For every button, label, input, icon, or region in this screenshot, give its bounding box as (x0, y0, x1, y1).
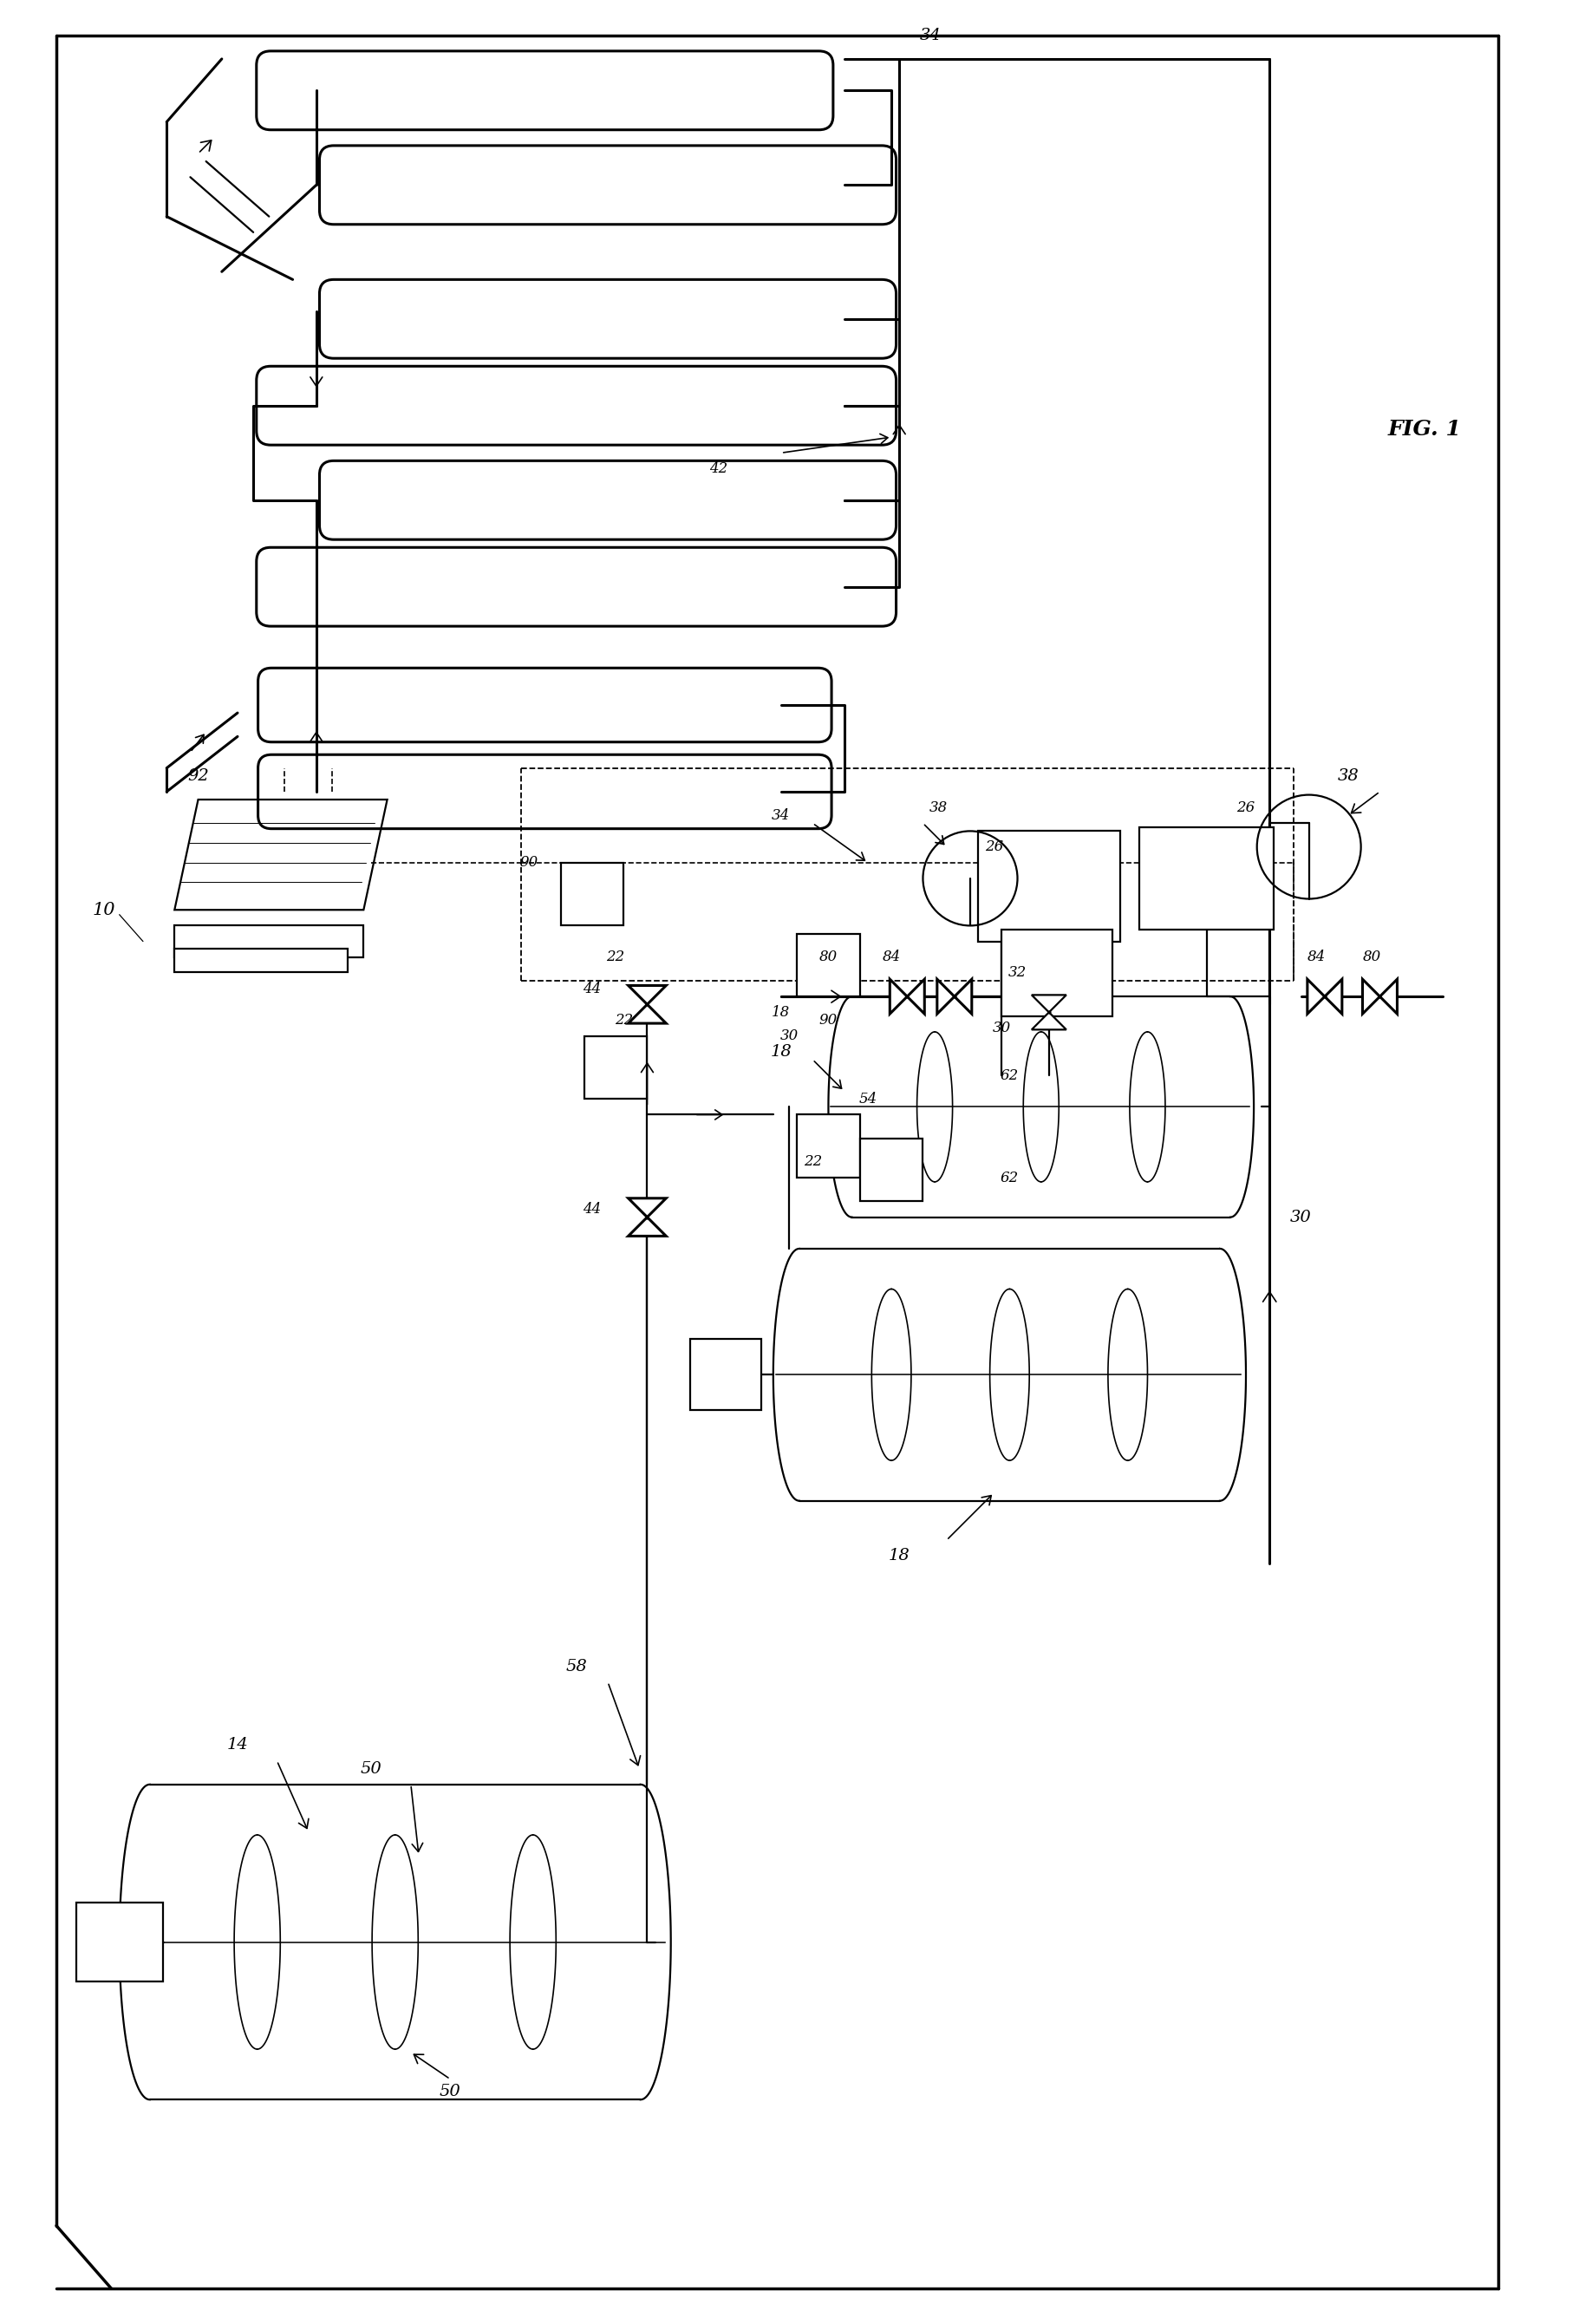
Bar (860, 1139, 923, 1202)
Text: 80: 80 (819, 951, 838, 964)
Text: 90: 90 (819, 1013, 838, 1027)
Text: 14: 14 (227, 1738, 248, 1752)
Text: 50: 50 (361, 1762, 382, 1776)
Bar (797, 1116, 860, 1178)
Text: 30: 30 (993, 1020, 1011, 1037)
Polygon shape (907, 978, 925, 1013)
Polygon shape (1379, 978, 1397, 1013)
Polygon shape (955, 978, 972, 1013)
Text: 62: 62 (1000, 1069, 1019, 1083)
Text: 80: 80 (1363, 951, 1381, 964)
Polygon shape (628, 1199, 666, 1218)
Text: 22: 22 (606, 951, 625, 964)
Text: 44: 44 (582, 981, 601, 997)
Polygon shape (1362, 978, 1379, 1013)
Polygon shape (1307, 978, 1324, 1013)
Text: 22: 22 (803, 1155, 822, 1169)
Text: 18: 18 (772, 1004, 791, 1020)
Bar (175, 925, 363, 957)
Text: 26: 26 (985, 839, 1004, 855)
Text: 32: 32 (1008, 964, 1027, 981)
Polygon shape (1032, 1013, 1067, 1030)
Polygon shape (1324, 978, 1341, 1013)
Text: 84: 84 (1308, 951, 1326, 964)
Text: 30: 30 (1291, 1208, 1311, 1225)
Text: 38: 38 (1338, 769, 1359, 783)
Bar (76, 1903, 163, 1982)
Text: 54: 54 (858, 1092, 877, 1106)
Bar (797, 934, 860, 997)
Polygon shape (937, 978, 955, 1013)
Text: 84: 84 (882, 951, 901, 964)
Bar (1002, 930, 1112, 1016)
Polygon shape (628, 1004, 666, 1023)
Bar (584, 1037, 647, 1099)
Text: 92: 92 (188, 769, 208, 783)
Polygon shape (628, 1218, 666, 1236)
Bar (691, 1339, 762, 1411)
Text: 50: 50 (440, 2085, 461, 2099)
Polygon shape (628, 985, 666, 1004)
Bar (175, 948, 347, 971)
Text: 22: 22 (614, 1013, 633, 1027)
Text: 10: 10 (92, 902, 115, 918)
Text: 34: 34 (772, 809, 791, 823)
Text: 34: 34 (920, 28, 942, 44)
Text: 90: 90 (519, 855, 538, 869)
Text: 62: 62 (1000, 1171, 1019, 1185)
Polygon shape (890, 978, 907, 1013)
Text: 42: 42 (709, 460, 727, 476)
Text: 58: 58 (565, 1659, 587, 1673)
Bar (560, 862, 623, 925)
Text: FIG. 1: FIG. 1 (1387, 418, 1461, 439)
Text: 44: 44 (582, 1202, 601, 1218)
Bar (1139, 827, 1273, 930)
Text: 18: 18 (888, 1548, 911, 1564)
Polygon shape (1032, 995, 1067, 1013)
Text: 30: 30 (780, 1030, 798, 1043)
Text: 18: 18 (770, 1043, 792, 1060)
Bar (978, 832, 1120, 941)
Text: 38: 38 (929, 799, 948, 816)
Text: 26: 26 (1237, 799, 1255, 816)
